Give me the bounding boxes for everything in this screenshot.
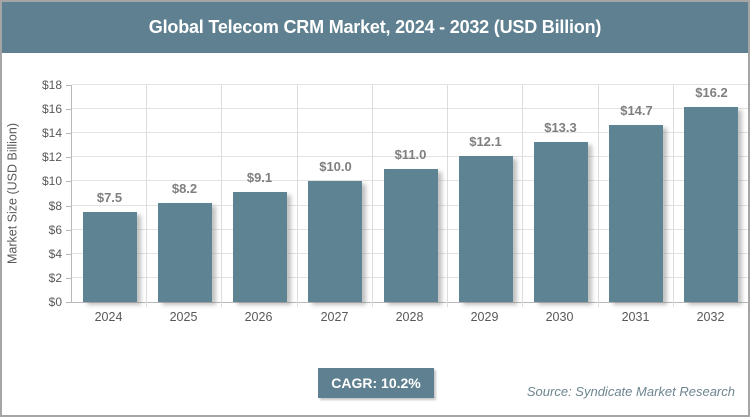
bar-2029 xyxy=(459,156,513,302)
y-axis-tick xyxy=(66,157,71,159)
y-axis-tick-label: $8 xyxy=(48,198,62,213)
bar-2031 xyxy=(609,125,663,302)
bar-2028 xyxy=(384,169,438,302)
x-axis-tick-label: 2031 xyxy=(621,310,650,324)
chart-title-bar: Global Telecom CRM Market, 2024 - 2032 (… xyxy=(2,2,748,53)
y-axis-tick xyxy=(66,109,71,111)
y-axis-tick xyxy=(66,277,71,279)
y-axis-tick-label: $2 xyxy=(48,270,62,285)
chart-title: Global Telecom CRM Market, 2024 - 2032 (… xyxy=(148,17,602,37)
bar-value-label: $10.0 xyxy=(319,159,352,174)
y-axis-tick-label: $0 xyxy=(48,295,62,309)
y-axis-tick-label: $18 xyxy=(41,78,62,92)
y-axis-tick xyxy=(66,85,71,86)
bar-value-label: $9.1 xyxy=(246,170,273,185)
x-axis-tick-label: 2028 xyxy=(395,310,424,324)
y-axis-tick-label: $4 xyxy=(48,246,62,261)
y-axis-tick-label: $10 xyxy=(41,174,62,189)
x-axis-tick-label: 2029 xyxy=(470,310,499,324)
y-axis-tick xyxy=(66,302,71,303)
bar-value-label: $11.0 xyxy=(394,147,427,162)
gridline-vertical xyxy=(598,85,599,307)
gridline-vertical xyxy=(297,85,298,307)
gridline-vertical xyxy=(221,85,222,307)
y-axis-tick xyxy=(66,205,71,207)
bar-2025 xyxy=(158,203,212,302)
bar-2032 xyxy=(684,107,738,302)
bar-2027 xyxy=(308,181,362,302)
x-axis-tick-label: 2032 xyxy=(696,310,725,324)
bar-value-label: $12.1 xyxy=(469,134,502,149)
y-axis-tick xyxy=(66,229,71,231)
bar-value-label: $16.2 xyxy=(695,85,728,100)
gridline-horizontal xyxy=(72,84,748,85)
bar-2030 xyxy=(534,142,588,302)
plot-area: $7.5 $8.2 $9.1 $10.0 $11.0 $12.1 $13.3 $14.7 $16… xyxy=(71,84,748,307)
x-axis-tick-label: 2030 xyxy=(545,310,574,324)
bar-2024 xyxy=(83,212,137,302)
gridline-vertical xyxy=(372,85,373,307)
bar-value-label: $8.2 xyxy=(171,181,198,196)
bar-value-label: $7.5 xyxy=(96,190,123,205)
y-axis-tick xyxy=(66,253,71,255)
bar-value-label: $13.3 xyxy=(544,120,577,135)
y-axis-tick-label: $12 xyxy=(41,150,62,165)
y-axis-tick-label: $16 xyxy=(41,102,62,117)
x-axis-tick-label: 2024 xyxy=(94,310,123,324)
gridline-horizontal xyxy=(72,108,748,110)
x-axis-tick-label: 2027 xyxy=(320,310,349,324)
y-axis-tick xyxy=(66,133,71,135)
gridline-vertical xyxy=(447,85,448,307)
gridline-vertical xyxy=(748,85,749,307)
bar-value-label: $14.7 xyxy=(620,103,653,118)
gridline-horizontal xyxy=(72,132,748,134)
x-axis-tick-label: 2026 xyxy=(244,310,273,324)
gridline-vertical xyxy=(146,85,147,307)
gridline-vertical xyxy=(673,85,674,307)
y-axis-tick xyxy=(66,181,71,183)
gridline-vertical xyxy=(522,85,523,307)
cagr-badge: CAGR: 10.2% xyxy=(318,368,434,398)
x-axis-tick-label: 2025 xyxy=(169,310,198,324)
bar-2026 xyxy=(233,192,287,302)
source-credit: Source: Syndicate Market Research xyxy=(526,384,735,399)
y-axis-tick-label: $6 xyxy=(48,222,62,237)
gridline-horizontal xyxy=(72,156,748,158)
y-axis-tick-label: $14 xyxy=(41,126,62,141)
